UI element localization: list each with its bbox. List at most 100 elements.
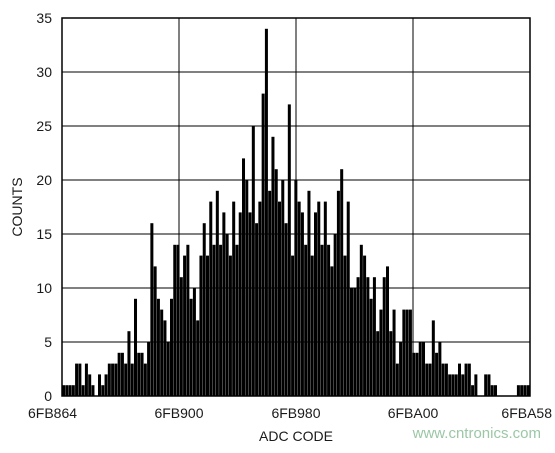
y-axis-title: COUNTS [9,177,25,236]
histogram-bar [140,352,144,396]
histogram-bar [366,277,370,396]
histogram-bar [399,342,403,396]
histogram-bar [431,320,435,396]
histogram-bar [238,212,242,396]
histogram-bar [84,363,88,396]
histogram-bar [274,169,278,396]
histogram-bar [415,352,419,396]
histogram-bar [428,363,432,396]
histogram-bar [523,385,527,396]
histogram-bar [251,126,255,396]
x-tick-label: 6FBA00 [388,405,439,421]
histogram-bar [467,363,471,396]
histogram-bar [189,298,193,396]
histogram-bar [412,352,416,396]
histogram-bar [228,255,232,396]
histogram-bar [114,363,118,396]
histogram-bar [353,288,357,396]
histogram-bar [232,201,236,396]
histogram-bar [307,190,311,396]
histogram-bar [372,277,376,396]
histogram-bar [153,266,157,396]
histogram-bar [150,223,154,396]
histogram-bar [264,28,268,397]
histogram-bar [235,244,239,396]
histogram-bar [143,363,147,396]
histogram-bar [186,244,190,396]
histogram-bar [464,363,468,396]
histogram-bar [183,255,187,396]
histogram-bar [173,244,177,396]
histogram-bar [179,277,183,396]
histogram-bar [196,320,200,396]
histogram-bar [248,212,252,396]
histogram-bar [71,385,75,396]
histogram-bar [104,374,108,396]
histogram-bar [490,385,494,396]
histogram-bar [163,320,167,396]
y-tick-label: 20 [36,172,52,188]
histogram-bar [327,244,331,396]
histogram-bar [68,385,72,396]
histogram-bar [484,374,488,396]
histogram-bar [137,352,141,396]
histogram-bar [346,201,350,396]
histogram-bar [91,385,95,396]
histogram-bar [379,309,383,396]
histogram-bar [458,363,462,396]
histogram-bar [287,104,291,397]
histogram-bar [471,385,475,396]
histogram-bar [242,158,246,396]
histogram-bar [386,266,390,396]
histogram-bar [245,180,249,396]
y-tick-label: 35 [36,10,52,26]
histogram-bar [268,190,272,396]
x-axis-title: ADC CODE [259,428,333,444]
histogram-bar [62,385,66,396]
histogram-bar [444,363,448,396]
histogram-bar [215,190,219,396]
histogram-bar [336,190,340,396]
histogram-bar [461,374,465,396]
histogram-bar [369,298,373,396]
histogram-bar [134,298,138,396]
histogram-bar [474,374,478,396]
histogram-bar [422,342,426,396]
histogram-bar [294,180,298,396]
histogram-bar [130,363,134,396]
histogram-bar [297,201,301,396]
histogram-bar [278,201,282,396]
histogram-bar [425,363,429,396]
histogram-bar [120,352,124,396]
histogram-bar [418,342,422,396]
histogram-bar [300,212,304,396]
x-tick-label: 6FBA58 [501,405,552,421]
histogram-bar [395,363,399,396]
histogram-bar [107,363,111,396]
histogram-bar [340,169,344,396]
histogram-bar [494,385,498,396]
histogram-bar [209,201,213,396]
histogram-bar [202,223,206,396]
histogram-bar [284,223,288,396]
histogram-bar [317,201,321,396]
y-tick-label: 25 [36,118,52,134]
histogram-bar [382,277,386,396]
histogram-bar [225,234,229,396]
histogram-bar [333,234,337,396]
histogram-bar [392,309,396,396]
histogram-bar [526,385,530,396]
histogram-bar [359,244,363,396]
histogram-bar [156,298,160,396]
histogram-bar [291,255,295,396]
histogram-bar [98,374,102,396]
histogram-bar [111,363,115,396]
histogram-bar [222,212,226,396]
histogram-bar [261,93,265,396]
histogram-bar [281,180,285,396]
histogram-bar [127,331,131,396]
histogram-bar [323,201,327,396]
histogram-bar [330,266,334,396]
histogram-bar [117,352,121,396]
histogram-bar [441,363,445,396]
